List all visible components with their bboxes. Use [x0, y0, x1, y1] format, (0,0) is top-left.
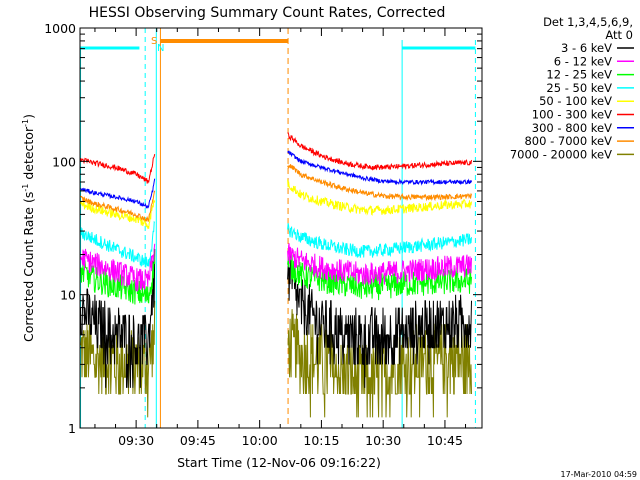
x-tick-label: 09:45 [180, 433, 216, 448]
saa-marker-n: N [157, 43, 164, 54]
legend-label: 3 - 6 keV [561, 41, 612, 55]
legend-label: 50 - 100 keV [539, 94, 612, 108]
y-tick-label: 100 [52, 154, 76, 169]
x-tick-label: 10:45 [427, 433, 463, 448]
y-tick-label: 1000 [44, 21, 76, 36]
series-line-segment [287, 164, 472, 202]
x-tick-label: 10:15 [303, 433, 339, 448]
series-line-segment [80, 178, 156, 209]
series-5 [80, 131, 472, 184]
y-label-sup-1: -1 [21, 184, 30, 192]
series-line-segment [287, 243, 472, 286]
series-layer [80, 131, 472, 418]
y-label-main: Corrected Count Rate (s [21, 192, 36, 342]
series-line-segment [287, 251, 472, 388]
legend-label: 25 - 50 keV [546, 81, 612, 95]
y-label-end: ) [21, 114, 36, 119]
y-tick-label: 10 [60, 288, 76, 303]
legend-label: 12 - 25 keV [546, 68, 612, 82]
series-7 [80, 164, 472, 222]
series-line-segment [287, 131, 472, 171]
series-2 [80, 248, 472, 305]
x-axis-label: Start Time (12-Nov-06 09:16:22) [177, 455, 381, 470]
legend-label: 300 - 800 keV [532, 121, 612, 135]
series-line-segment [80, 248, 156, 388]
series-line-segment [80, 190, 156, 222]
series-line-segment [287, 150, 472, 186]
saa-marker-s: S [151, 36, 157, 47]
legend-header-line-1: Det 1,3,4,5,6,9, [543, 15, 633, 29]
y-label-mid: detector [21, 126, 36, 184]
series-line-segment [287, 223, 472, 258]
series-line-segment [287, 254, 472, 301]
series-0 [80, 248, 472, 388]
axes: 09:30 09:45 10:00 10:15 10:30 10:45 1 10 100 1000 [44, 21, 482, 448]
series-4 [80, 179, 472, 230]
x-tick-label: 10:30 [365, 433, 401, 448]
plot-frame [79, 27, 483, 429]
x-tick-label: 10:00 [242, 433, 278, 448]
series-line-segment [80, 153, 156, 184]
y-label-sup-2: -1 [21, 119, 30, 127]
chart-title: HESSI Observing Summary Count Rates, Cor… [89, 5, 446, 21]
series-6 [80, 150, 472, 209]
series-line-segment [80, 243, 156, 292]
y-axis-label: Corrected Count Rate (s-1 detector-1) [21, 114, 36, 342]
series-line-segment [80, 220, 156, 268]
y-tick-label: 1 [68, 421, 76, 436]
legend-label: 6 - 12 keV [554, 54, 612, 68]
legend-header-line-2: Att 0 [605, 28, 633, 42]
legend-label: 7000 - 20000 keV [510, 147, 612, 161]
series-3 [80, 220, 472, 268]
series-line-segment [287, 179, 472, 216]
legend-label: 100 - 300 keV [532, 108, 612, 122]
legend-label: 800 - 7000 keV [524, 134, 612, 148]
series-1 [80, 243, 472, 292]
generation-stamp: 17-Mar-2010 04:59 [561, 470, 638, 479]
x-tick-label: 09:30 [118, 433, 154, 448]
